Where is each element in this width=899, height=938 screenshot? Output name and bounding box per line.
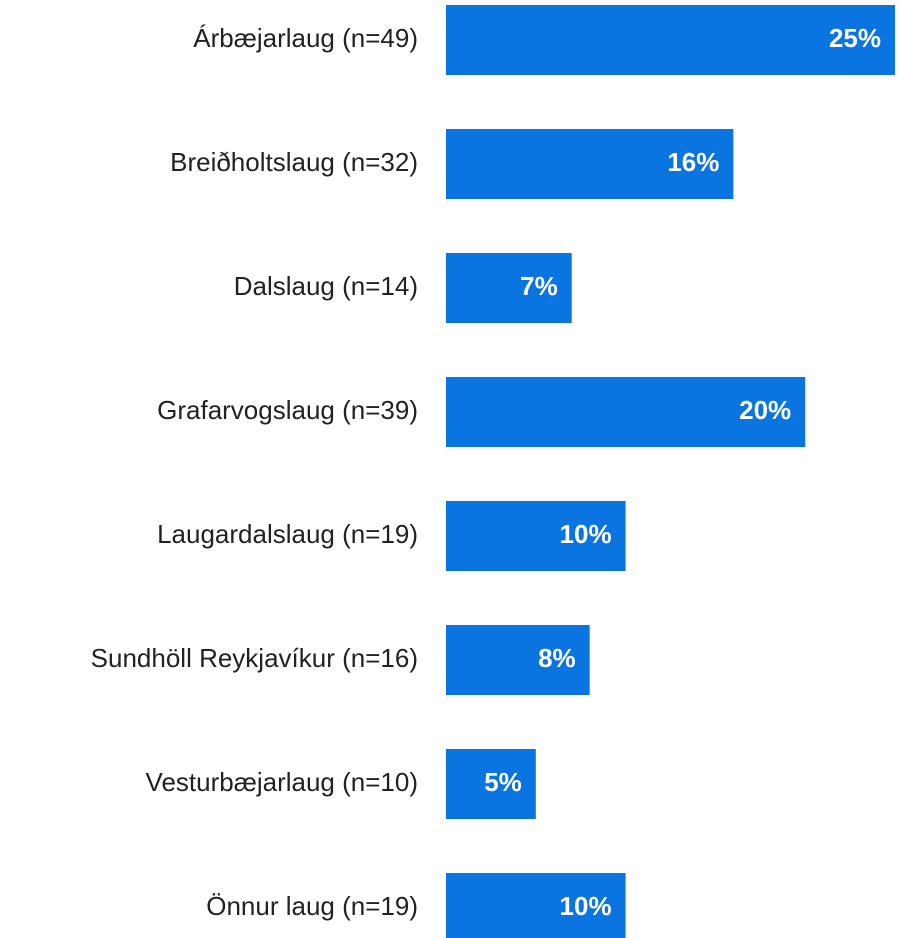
category-label: Vesturbæjarlaug (n=10) — [146, 767, 418, 797]
bar — [446, 129, 734, 199]
value-label: 20% — [739, 395, 791, 425]
value-label: 16% — [667, 147, 719, 177]
category-label: Breiðholtslaug (n=32) — [170, 147, 418, 177]
bar — [446, 253, 572, 323]
bar — [446, 749, 536, 819]
category-label: Árbæjarlaug (n=49) — [193, 23, 418, 53]
bar — [446, 501, 626, 571]
bar — [446, 377, 806, 447]
value-label: 25% — [829, 23, 881, 53]
category-label: Sundhöll Reykjavíkur (n=16) — [91, 643, 418, 673]
category-label: Laugardalslaug (n=19) — [157, 519, 418, 549]
value-label: 10% — [560, 891, 612, 921]
bar — [446, 873, 626, 938]
bar — [446, 625, 590, 695]
value-label: 8% — [538, 643, 576, 673]
value-label: 10% — [560, 519, 612, 549]
value-label: 7% — [520, 271, 558, 301]
value-label: 5% — [484, 767, 522, 797]
category-label: Grafarvogslaug (n=39) — [157, 395, 418, 425]
category-label: Dalslaug (n=14) — [234, 271, 418, 301]
category-label: Önnur laug (n=19) — [206, 891, 418, 921]
bar — [446, 5, 895, 75]
